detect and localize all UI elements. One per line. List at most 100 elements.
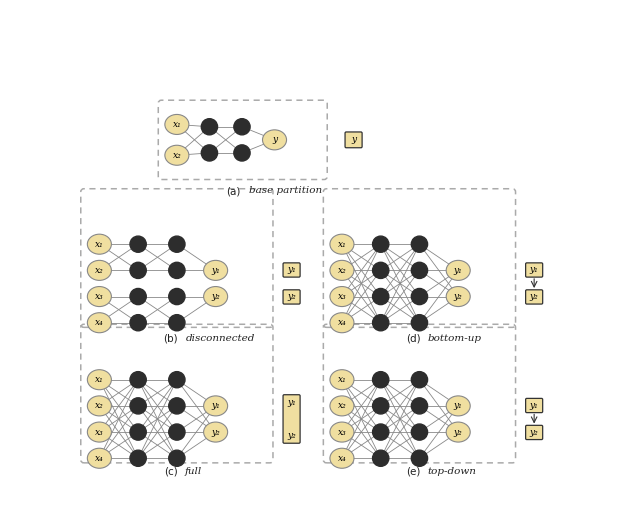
Text: y₂: y₂ (287, 432, 296, 441)
Ellipse shape (204, 287, 228, 307)
Text: y₁: y₁ (211, 402, 220, 411)
Circle shape (234, 145, 250, 161)
Text: y₁: y₁ (530, 266, 538, 275)
Ellipse shape (165, 145, 189, 165)
Ellipse shape (262, 130, 287, 150)
Text: x₁: x₁ (95, 375, 104, 384)
Circle shape (372, 424, 389, 440)
FancyBboxPatch shape (283, 290, 300, 304)
Circle shape (202, 119, 218, 135)
Ellipse shape (165, 114, 189, 134)
Text: x₄: x₄ (337, 454, 346, 463)
Circle shape (372, 315, 389, 331)
Text: (b): (b) (163, 334, 178, 344)
Circle shape (169, 398, 185, 414)
Circle shape (130, 372, 147, 388)
Circle shape (169, 315, 185, 331)
Circle shape (412, 424, 428, 440)
Text: y₂: y₂ (211, 292, 220, 301)
Ellipse shape (330, 396, 354, 416)
Circle shape (130, 424, 147, 440)
Text: disconnected: disconnected (186, 334, 255, 343)
Text: x₃: x₃ (95, 292, 104, 301)
Text: x₁: x₁ (95, 240, 104, 249)
Ellipse shape (446, 422, 470, 442)
Text: y₁: y₁ (454, 402, 463, 411)
Text: x₄: x₄ (337, 318, 346, 327)
Text: y₂: y₂ (287, 292, 296, 301)
Ellipse shape (330, 234, 354, 254)
Circle shape (130, 315, 147, 331)
Circle shape (169, 262, 185, 278)
Text: x₂: x₂ (337, 266, 346, 275)
Text: x₄: x₄ (95, 318, 104, 327)
Text: y₂: y₂ (530, 292, 538, 301)
Text: y₁: y₁ (211, 266, 220, 275)
Text: y₁: y₁ (454, 266, 463, 275)
FancyBboxPatch shape (283, 263, 300, 277)
Circle shape (412, 450, 428, 466)
Text: x₁: x₁ (337, 375, 346, 384)
Circle shape (130, 262, 147, 278)
Ellipse shape (204, 422, 228, 442)
Text: x₂: x₂ (337, 402, 346, 411)
Circle shape (234, 119, 250, 135)
Circle shape (372, 236, 389, 252)
Text: x₃: x₃ (95, 427, 104, 436)
Text: top-down: top-down (428, 467, 476, 476)
Circle shape (169, 236, 185, 252)
Text: x₃: x₃ (337, 427, 346, 436)
Ellipse shape (88, 313, 111, 333)
Circle shape (202, 145, 218, 161)
Circle shape (169, 372, 185, 388)
Circle shape (372, 288, 389, 305)
Circle shape (412, 288, 428, 305)
Ellipse shape (88, 260, 111, 280)
Circle shape (130, 236, 147, 252)
Text: x₂: x₂ (95, 266, 104, 275)
FancyBboxPatch shape (283, 395, 300, 443)
Circle shape (169, 288, 185, 305)
Text: (c): (c) (164, 467, 177, 477)
Circle shape (412, 372, 428, 388)
Text: full: full (184, 467, 202, 476)
Circle shape (412, 398, 428, 414)
Text: base partition: base partition (249, 187, 322, 196)
Text: y₂: y₂ (530, 428, 538, 437)
Text: x₄: x₄ (95, 454, 104, 463)
FancyBboxPatch shape (525, 398, 543, 413)
Text: (e): (e) (406, 467, 420, 477)
FancyBboxPatch shape (525, 425, 543, 440)
Circle shape (130, 450, 147, 466)
Ellipse shape (446, 396, 470, 416)
Circle shape (412, 315, 428, 331)
Text: y₂: y₂ (454, 292, 463, 301)
Text: y₁: y₁ (287, 397, 296, 406)
Ellipse shape (88, 422, 111, 442)
Circle shape (412, 262, 428, 278)
Text: y: y (272, 135, 277, 144)
FancyBboxPatch shape (525, 290, 543, 304)
FancyBboxPatch shape (525, 263, 543, 277)
Circle shape (372, 450, 389, 466)
Ellipse shape (446, 287, 470, 307)
Ellipse shape (88, 234, 111, 254)
Text: x₃: x₃ (337, 292, 346, 301)
Text: y₁: y₁ (530, 401, 538, 410)
Ellipse shape (446, 260, 470, 280)
Text: y₂: y₂ (454, 427, 463, 436)
Circle shape (372, 398, 389, 414)
Text: bottom-up: bottom-up (428, 334, 481, 343)
Ellipse shape (204, 396, 228, 416)
Text: (d): (d) (406, 334, 420, 344)
Text: x₂: x₂ (95, 402, 104, 411)
Text: x₂: x₂ (173, 151, 181, 160)
Text: x₁: x₁ (173, 120, 181, 129)
Text: (a): (a) (227, 187, 241, 197)
Ellipse shape (330, 422, 354, 442)
Circle shape (372, 372, 389, 388)
Ellipse shape (330, 260, 354, 280)
Ellipse shape (88, 396, 111, 416)
Ellipse shape (88, 448, 111, 469)
FancyBboxPatch shape (345, 132, 362, 148)
